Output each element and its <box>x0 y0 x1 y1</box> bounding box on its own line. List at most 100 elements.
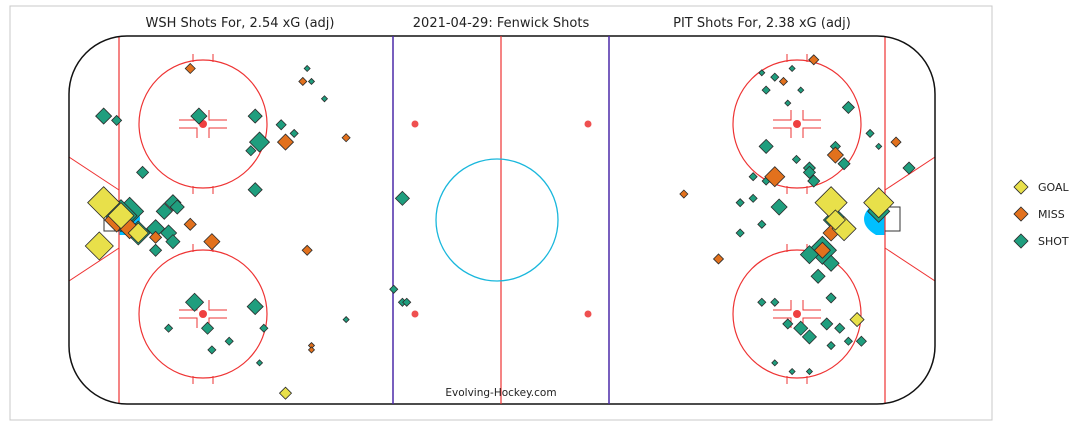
shot-marker <box>822 254 840 272</box>
shot-marker <box>770 297 780 307</box>
right-title: PIT Shots For, 2.38 xG (adj) <box>673 16 851 31</box>
shot-marker <box>748 193 758 203</box>
faceoff-dot <box>793 120 801 128</box>
faceoff-dot <box>793 310 801 318</box>
shot-marker <box>165 234 181 250</box>
faceoff-circle <box>732 249 862 379</box>
shot-marker <box>255 359 264 367</box>
right-goal <box>885 206 901 232</box>
shot-marker <box>825 292 837 304</box>
shot-marker <box>190 107 208 125</box>
goal-marker <box>824 209 846 231</box>
miss-marker <box>149 230 163 244</box>
shot-marker <box>758 138 774 154</box>
goal-marker <box>849 312 865 328</box>
shot-marker <box>748 172 758 182</box>
shot-marker <box>793 320 809 336</box>
miss-marker <box>679 189 689 199</box>
shot-marker <box>782 318 794 330</box>
shot-marker <box>875 142 883 150</box>
shot-marker <box>402 297 412 307</box>
goal-marker <box>278 386 293 400</box>
shot-marker <box>200 321 215 335</box>
miss-marker <box>298 76 308 87</box>
miss-marker <box>808 54 820 66</box>
shot-marker <box>807 174 821 188</box>
legend-swatch-miss <box>1013 206 1029 222</box>
shot-marker <box>303 64 311 73</box>
shot-marker <box>164 323 174 333</box>
left-trap-bottom <box>69 247 120 282</box>
shot-marker <box>149 243 163 257</box>
miss-marker <box>778 76 789 87</box>
shot-marker <box>834 322 846 334</box>
miss-marker <box>307 346 316 354</box>
shot-marker <box>342 316 350 324</box>
neutral-dot <box>584 120 592 128</box>
shot-marker <box>770 72 780 82</box>
shot-marker <box>259 323 269 333</box>
shot-marker <box>784 99 792 107</box>
neutral-dot <box>411 120 419 128</box>
shot-marker <box>843 336 853 346</box>
shot-marker <box>320 95 329 103</box>
left-title: WSH Shots For, 2.54 xG (adj) <box>146 16 335 31</box>
goal-marker <box>84 231 114 261</box>
shot-marker <box>810 268 826 284</box>
shot-marker <box>788 367 796 376</box>
left-trap-top <box>69 156 120 191</box>
neutral-dot <box>584 310 592 318</box>
shot-marker <box>224 336 234 346</box>
shot-marker <box>155 202 173 220</box>
shot-marker <box>837 157 851 171</box>
shot-marker <box>389 284 399 294</box>
faceoff-circle <box>138 59 268 189</box>
miss-marker <box>813 241 831 259</box>
shot-marker <box>289 128 299 138</box>
miss-marker <box>712 253 725 265</box>
goal-marker <box>127 222 149 244</box>
shot-marker <box>185 292 205 312</box>
faceoff-hashmarks <box>179 300 227 328</box>
shot-marker <box>855 335 867 347</box>
shot-marker <box>865 128 875 138</box>
legend-label-miss: MISS <box>1038 208 1065 221</box>
shot-marker <box>248 131 271 153</box>
shot-marker <box>307 77 316 86</box>
watermark: Evolving-Hockey.com <box>445 387 556 399</box>
shot-marker <box>245 145 257 157</box>
chart-title: 2021-04-29: Fenwick Shots <box>413 16 590 31</box>
shot-marker <box>771 359 779 367</box>
shot-marker <box>136 165 150 179</box>
legend: GOAL MISS SHOT <box>1013 179 1070 249</box>
shot-marker <box>757 297 767 307</box>
miss-marker <box>184 62 196 75</box>
shot-marker <box>275 119 287 131</box>
miss-marker <box>301 244 313 256</box>
shot-marker <box>841 100 855 115</box>
legend-label-goal: GOAL <box>1038 181 1070 194</box>
miss-marker <box>890 136 902 148</box>
shot-marker <box>735 228 745 238</box>
center-circle <box>435 158 559 282</box>
faceoff-circle <box>138 249 268 379</box>
shot-marker <box>797 86 805 94</box>
faceoff-circle <box>732 59 862 189</box>
boards <box>68 35 936 405</box>
miss-marker <box>203 233 221 251</box>
goal-marker <box>87 186 121 220</box>
miss-marker <box>276 133 295 151</box>
shot-marker <box>802 165 816 179</box>
shot-marker <box>169 199 185 215</box>
miss-marker <box>183 217 197 231</box>
neutral-dot <box>411 310 419 318</box>
shot-marker <box>207 345 217 355</box>
miss-marker <box>764 166 786 188</box>
legend-swatch-goal <box>1013 179 1029 195</box>
shot-marker <box>247 108 263 124</box>
shot-marker <box>735 198 745 208</box>
miss-marker <box>826 146 844 164</box>
shot-marker <box>788 64 796 73</box>
shot-marker <box>761 85 771 95</box>
shot-marker <box>791 154 802 164</box>
